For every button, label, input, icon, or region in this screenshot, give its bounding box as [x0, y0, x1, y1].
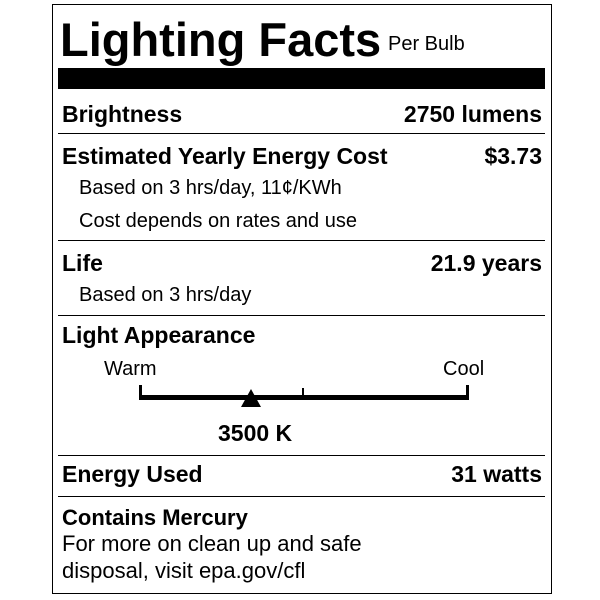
energy-cost-label: Estimated Yearly Energy Cost	[62, 143, 388, 169]
energy-cost-value: $3.73	[484, 143, 542, 169]
scale-tick-middle	[302, 388, 304, 398]
divider	[58, 133, 545, 134]
divider	[58, 315, 545, 316]
appearance-label: Light Appearance	[62, 322, 256, 348]
divider	[58, 240, 545, 241]
color-temperature-marker-icon	[241, 389, 262, 407]
header-bar	[58, 68, 545, 89]
energy-used-label: Energy Used	[62, 461, 203, 487]
life-note: Based on 3 hrs/day	[79, 284, 252, 306]
mercury-line-2: disposal, visit epa.gov/cfl	[62, 558, 306, 583]
warm-label: Warm	[104, 358, 157, 380]
scale-bar	[139, 395, 469, 400]
mercury-line-1: For more on clean up and safe	[62, 531, 362, 556]
brightness-label: Brightness	[62, 101, 183, 127]
brightness-value: 2750 lumens	[403, 101, 542, 127]
divider	[58, 455, 545, 456]
color-temperature-scale	[139, 385, 469, 407]
life-value: 21.9 years	[430, 250, 542, 276]
cool-label: Cool	[443, 358, 485, 380]
appearance-value: 3500 K	[218, 420, 293, 446]
energy-cost-note-2: Cost depends on rates and use	[79, 210, 357, 232]
energy-cost-note-1: Based on 3 hrs/day, 11¢/KWh	[79, 177, 342, 199]
energy-used-value: 31 watts	[451, 461, 542, 487]
scale-tick-warm	[139, 385, 142, 400]
lighting-facts-label	[52, 4, 552, 594]
mercury-label: Contains Mercury	[62, 505, 248, 530]
label-subtitle: Per Bulb	[388, 33, 465, 55]
label-title: Lighting Facts	[60, 13, 382, 66]
life-label: Life	[62, 250, 103, 276]
divider	[58, 496, 545, 497]
scale-tick-cool	[466, 385, 469, 400]
